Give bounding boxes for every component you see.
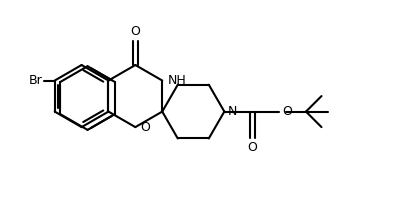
Text: N: N bbox=[228, 105, 237, 118]
Text: Br: Br bbox=[29, 74, 43, 87]
Text: O: O bbox=[282, 105, 292, 118]
Text: O: O bbox=[140, 121, 150, 134]
Text: O: O bbox=[247, 141, 257, 154]
Text: O: O bbox=[131, 25, 140, 38]
Text: NH: NH bbox=[168, 74, 186, 87]
